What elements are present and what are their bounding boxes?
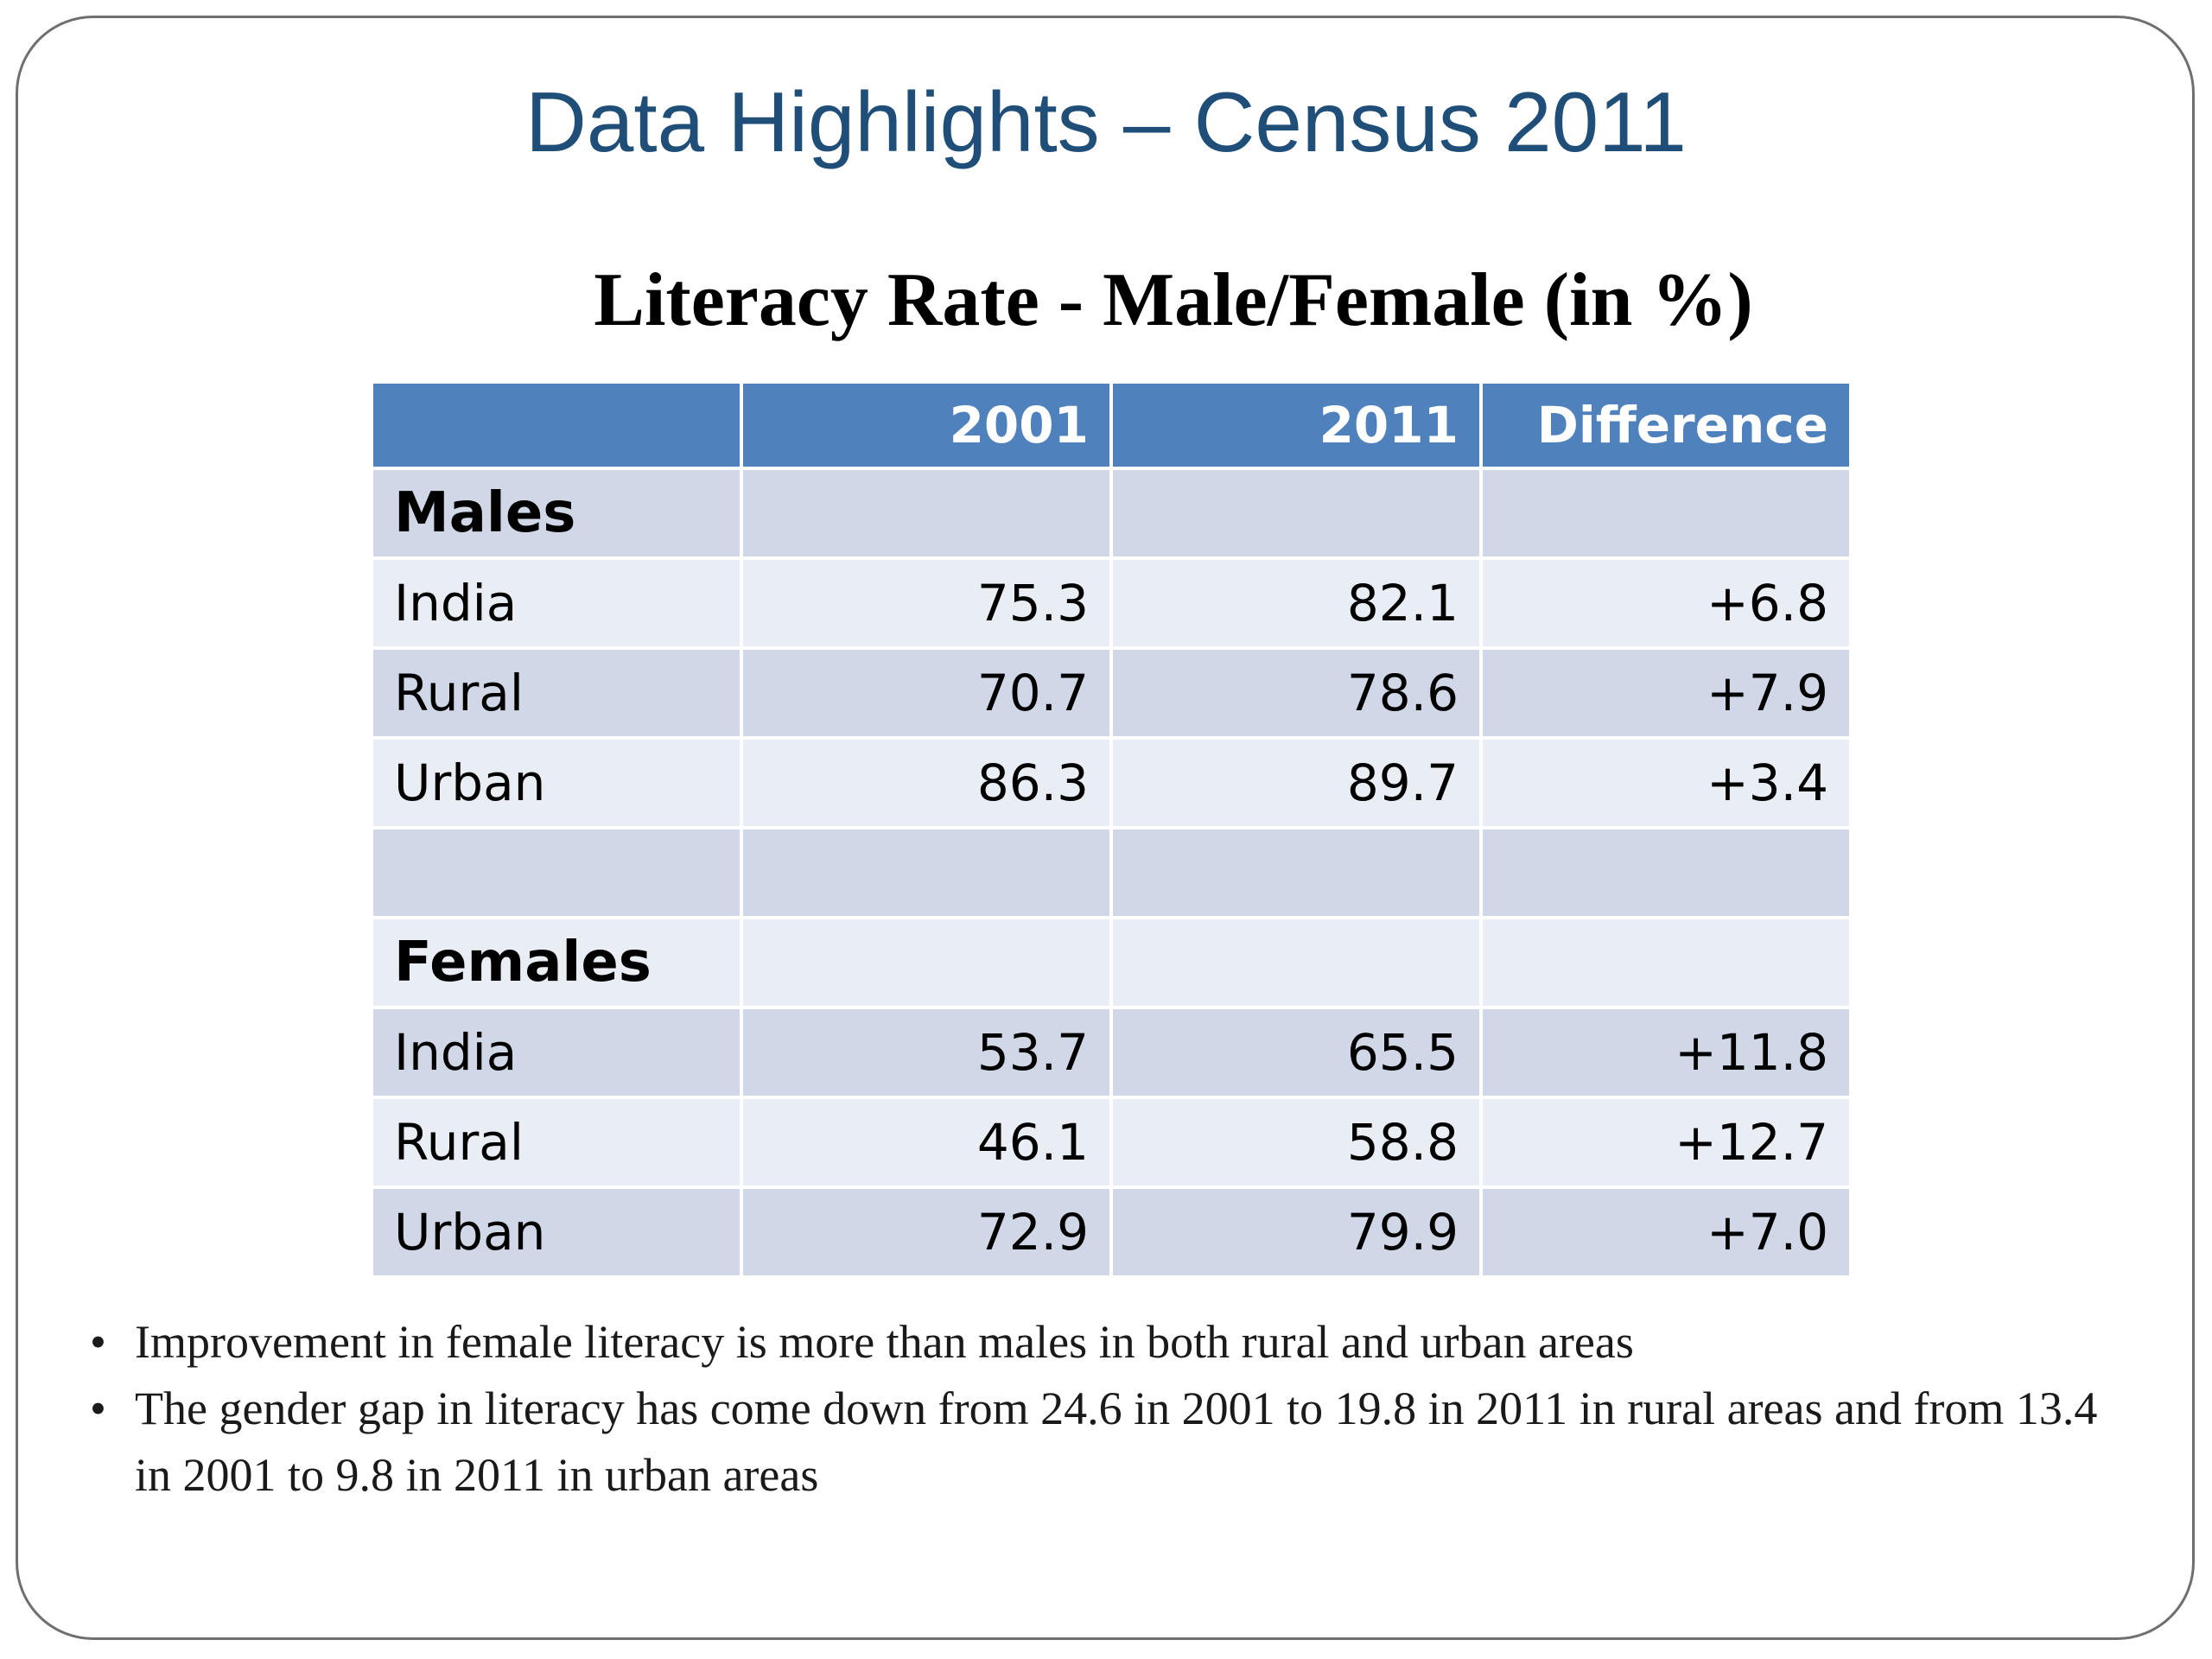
row-label: Rural — [373, 1099, 740, 1185]
literacy-table: 2001 2011 Difference Males India 75.3 82… — [370, 380, 1853, 1279]
bullet-text: The gender gap in literacy has come down… — [135, 1382, 2098, 1501]
row-label: Rural — [373, 650, 740, 736]
table-cell: 78.6 — [1113, 650, 1479, 736]
bullet-item: • Improvement in female literacy is more… — [86, 1309, 2108, 1376]
table-cell: 53.7 — [743, 1009, 1109, 1096]
table-row-spacer — [373, 830, 1849, 916]
table-cell: 86.3 — [743, 740, 1109, 826]
table-cell: 79.9 — [1113, 1189, 1479, 1275]
table-cell: 82.1 — [1113, 560, 1479, 646]
table-cell: 75.3 — [743, 560, 1109, 646]
table-cell — [743, 830, 1109, 916]
table-cell — [1113, 470, 1479, 556]
table-cell: +3.4 — [1483, 740, 1849, 826]
table-cell — [743, 470, 1109, 556]
table-title: Literacy Rate - Male/Female (in %) — [594, 258, 1753, 342]
table-cell: 65.5 — [1113, 1009, 1479, 1096]
header-cell-2011: 2011 — [1113, 384, 1479, 467]
row-label: India — [373, 560, 740, 646]
section-label-females: Females — [373, 919, 740, 1006]
table-cell — [1113, 919, 1479, 1006]
table-row: Rural 70.7 78.6 +7.9 — [373, 650, 1849, 736]
row-label — [373, 830, 740, 916]
table-cell — [743, 919, 1109, 1006]
bullet-list: • Improvement in female literacy is more… — [86, 1309, 2108, 1509]
table-cell: +7.9 — [1483, 650, 1849, 736]
slide-title: Data Highlights – Census 2011 — [525, 74, 1687, 169]
table-row: Urban 86.3 89.7 +3.4 — [373, 740, 1849, 826]
table-cell: +12.7 — [1483, 1099, 1849, 1185]
row-label: Urban — [373, 1189, 740, 1275]
table-cell: 70.7 — [743, 650, 1109, 736]
table-row: Males — [373, 470, 1849, 556]
table-header-row: 2001 2011 Difference — [373, 384, 1849, 467]
slide-frame — [16, 16, 2195, 1640]
table-row: Females — [373, 919, 1849, 1006]
table-row: India 75.3 82.1 +6.8 — [373, 560, 1849, 646]
bullet-item: • The gender gap in literacy has come do… — [86, 1376, 2108, 1509]
section-label-males: Males — [373, 470, 740, 556]
table-row: Rural 46.1 58.8 +12.7 — [373, 1099, 1849, 1185]
table-cell — [1483, 470, 1849, 556]
table-cell: 58.8 — [1113, 1099, 1479, 1185]
table-cell — [1483, 919, 1849, 1006]
row-label: India — [373, 1009, 740, 1096]
bullet-dot-icon: • — [90, 1316, 106, 1368]
table-row: Urban 72.9 79.9 +7.0 — [373, 1189, 1849, 1275]
table-row: India 53.7 65.5 +11.8 — [373, 1009, 1849, 1096]
bullet-dot-icon: • — [90, 1382, 106, 1434]
table-cell: +11.8 — [1483, 1009, 1849, 1096]
table-cell — [1113, 830, 1479, 916]
row-label: Urban — [373, 740, 740, 826]
table-cell: 72.9 — [743, 1189, 1109, 1275]
table-cell: 89.7 — [1113, 740, 1479, 826]
header-cell-label — [373, 384, 740, 467]
table-cell: 46.1 — [743, 1099, 1109, 1185]
table-cell — [1483, 830, 1849, 916]
table-cell: +7.0 — [1483, 1189, 1849, 1275]
header-cell-difference: Difference — [1483, 384, 1849, 467]
header-cell-2001: 2001 — [743, 384, 1109, 467]
bullet-text: Improvement in female literacy is more t… — [135, 1316, 1634, 1368]
table-cell: +6.8 — [1483, 560, 1849, 646]
